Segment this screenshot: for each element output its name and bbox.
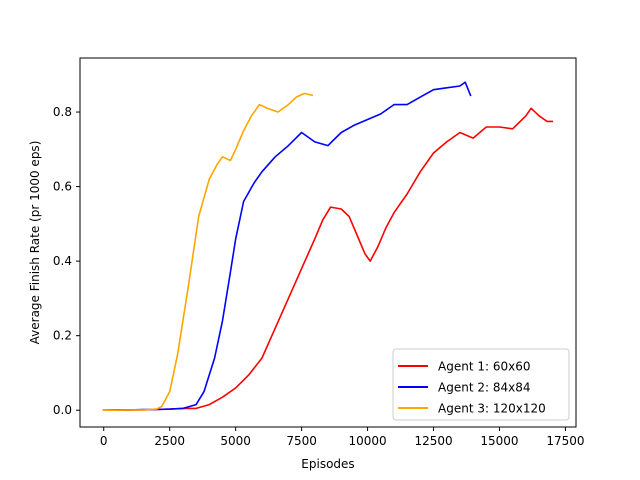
y-axis-label: Average Finish Rate (pr 1000 eps) (28, 141, 42, 345)
x-axis-label: Episodes (301, 457, 354, 471)
series-line-2 (102, 81, 472, 412)
legend-label-1: Agent 1: 60x60 (438, 360, 530, 374)
x-tick-label: 2500 (154, 434, 185, 448)
y-tick-label: 0.2 (53, 329, 72, 343)
y-tick-label: 0.0 (53, 403, 72, 417)
series-line-3 (102, 92, 314, 412)
y-axis-ticks: 0.0 0.2 0.4 0.6 0.8 (53, 105, 80, 417)
series-layer (102, 81, 554, 412)
x-tick-label: 12500 (414, 434, 452, 448)
x-tick-label: 5000 (220, 434, 251, 448)
x-axis-ticks: 0 2500 5000 7500 10000 12500 15000 17500 (100, 427, 585, 448)
legend-frame (392, 348, 570, 421)
x-tick-label: 17500 (546, 434, 584, 448)
plot-frame (79, 57, 577, 428)
y-tick-label: 0.6 (53, 180, 72, 194)
x-tick-label: 0 (100, 434, 108, 448)
series-line-1 (102, 107, 554, 412)
x-tick-label: 7500 (286, 434, 317, 448)
y-tick-label: 0.8 (53, 105, 72, 119)
legend: Agent 1: 60x60 Agent 2: 84x84 Agent 3: 120… (392, 348, 570, 421)
legend-label-3: Agent 3: 120x120 (438, 402, 546, 416)
x-tick-label: 10000 (348, 434, 386, 448)
x-tick-label: 15000 (480, 434, 518, 448)
y-tick-label: 0.4 (53, 254, 72, 268)
legend-label-2: Agent 2: 84x84 (438, 381, 530, 395)
